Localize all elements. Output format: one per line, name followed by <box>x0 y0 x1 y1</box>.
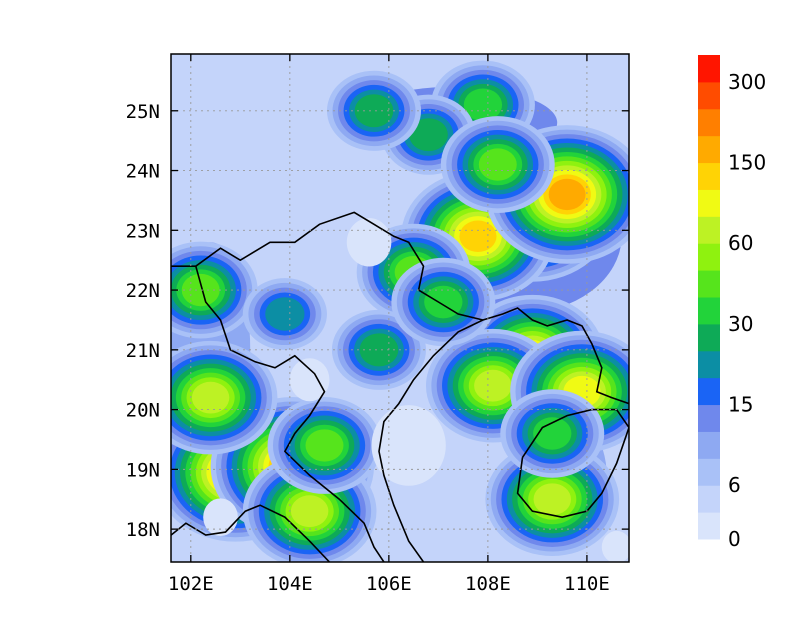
colorbar-swatch <box>698 404 720 432</box>
hotspot-contour <box>533 417 572 450</box>
colorbar-label: 30 <box>728 312 753 336</box>
china-coast <box>482 307 629 405</box>
hotspot-18 <box>331 309 426 390</box>
border-west <box>171 504 330 562</box>
x-tick-label: 108E <box>465 573 511 595</box>
dry-area-4 <box>601 530 629 562</box>
hotspot-contour <box>478 148 517 181</box>
y-tick-label: 23N <box>126 220 160 242</box>
colorbar-swatch <box>698 270 720 298</box>
colorbar-swatch <box>698 81 720 110</box>
hotspot-17 <box>171 241 258 339</box>
colorbar-label: 150 <box>728 151 766 175</box>
hotspot-contour <box>359 333 399 367</box>
hotspot-19 <box>242 278 327 350</box>
hotspot-20 <box>500 389 605 478</box>
hotspot-contour <box>459 220 497 253</box>
axes: 102E 104E 106E 108E 110E 18N 19N 20N 21N 22N 23N 24… <box>126 54 629 595</box>
colorbar-swatch <box>698 216 720 244</box>
y-tick-label: 19N <box>126 459 160 481</box>
hotspot-10 <box>485 442 620 557</box>
hainan-coast <box>516 408 629 519</box>
colorbar-swatch <box>698 350 720 379</box>
hotspot-contour <box>191 381 230 414</box>
colorbar-swatch <box>698 162 720 190</box>
dry-area-1 <box>289 358 330 402</box>
dry-area-3 <box>203 498 238 537</box>
precipitation-field <box>171 54 629 562</box>
colorbar-swatch <box>698 108 720 137</box>
hotspot-contour <box>290 495 329 528</box>
y-tick-label: 20N <box>126 400 160 422</box>
x-tick-label: 110E <box>564 573 610 595</box>
x-tick-label: 106E <box>366 573 412 595</box>
plot-frame <box>170 53 630 563</box>
colorbar: 0 6 15 30 60 150 300 <box>698 55 766 551</box>
y-tick-label: 24N <box>126 161 160 183</box>
vietnam-coast <box>378 319 484 562</box>
hotspot-contour <box>474 369 512 402</box>
colorbar-swatch <box>698 377 720 406</box>
colorbar-swatch <box>698 189 720 217</box>
y-tick-label: 22N <box>126 280 160 302</box>
y-tick-label: 25N <box>126 101 160 123</box>
coastlines-and-borders <box>171 211 629 562</box>
gridlines <box>171 54 629 562</box>
x-tick-label: 104E <box>267 573 313 595</box>
colorbar-swatch <box>698 323 720 352</box>
colorbar-label: 15 <box>728 393 753 417</box>
hotspot-contour <box>305 429 344 462</box>
colorbar-label: 300 <box>728 70 766 94</box>
hotspot-contour <box>265 297 305 331</box>
hotspot-16 <box>440 116 555 213</box>
colorbar-swatch <box>698 431 720 459</box>
hotspot-contour <box>533 483 571 516</box>
colorbar-swatch <box>698 55 720 83</box>
colorbar-swatch <box>698 135 720 164</box>
hotspot-15 <box>326 70 422 151</box>
y-tick-label: 18N <box>126 519 160 541</box>
colorbar-swatch <box>698 243 720 271</box>
dry-area-2 <box>346 218 392 267</box>
colorbar-swatch <box>698 297 720 325</box>
border-north <box>171 211 484 321</box>
hotspot-6 <box>171 340 278 455</box>
x-tick-label: 102E <box>168 573 214 595</box>
colorbar-swatch <box>698 512 720 540</box>
hotspot-contour <box>463 88 503 122</box>
colorbar-swatch <box>698 458 720 486</box>
hotspot-11 <box>267 397 382 494</box>
dry-area-0 <box>371 405 446 486</box>
colorbar-label: 6 <box>728 473 741 497</box>
colorbar-label: 60 <box>728 231 753 255</box>
y-tick-label: 21N <box>126 340 160 362</box>
colorbar-label: 0 <box>728 527 741 551</box>
border-laos <box>195 265 385 562</box>
colorbar-swatch <box>698 485 720 513</box>
hotspot-contour <box>354 94 394 128</box>
hotspot-contour <box>409 118 448 152</box>
hotspot-21 <box>391 257 496 347</box>
hotspot-contour <box>548 178 586 211</box>
